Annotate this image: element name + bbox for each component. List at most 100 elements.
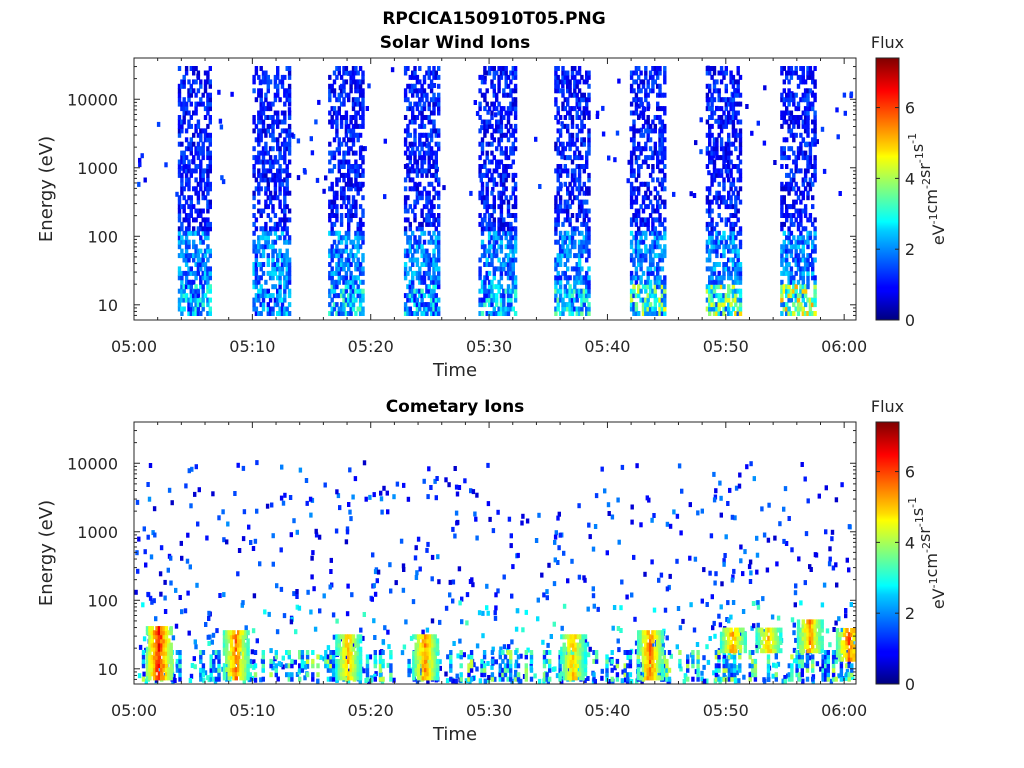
- heatmap-cell: [180, 275, 184, 281]
- heatmap-cell: [511, 172, 515, 178]
- heatmap-cell: [782, 146, 786, 152]
- heatmap-cell: [813, 230, 817, 236]
- heatmap-cell: [429, 279, 434, 285]
- heatmap-cell: [743, 549, 747, 555]
- heatmap-cell: [261, 177, 266, 183]
- heatmap-cell: [629, 204, 634, 210]
- heatmap-cell: [193, 639, 197, 645]
- heatmap-cell: [665, 521, 670, 527]
- heatmap-cell: [710, 159, 714, 165]
- heatmap-cell: [330, 257, 334, 263]
- heatmap-cell: [177, 288, 182, 294]
- heatmap-cell: [403, 115, 408, 120]
- heatmap-cell: [787, 172, 791, 178]
- heatmap-cell: [373, 591, 378, 597]
- heatmap-cell: [736, 70, 740, 76]
- heatmap-cell: [283, 115, 287, 120]
- heatmap-cell: [558, 150, 563, 156]
- heatmap-cell: [184, 168, 189, 174]
- heatmap-cell: [339, 306, 344, 312]
- heatmap-cell: [280, 270, 285, 276]
- heatmap-cell: [632, 119, 636, 125]
- heatmap-cell: [700, 670, 704, 676]
- heatmap-cell: [339, 311, 344, 316]
- heatmap-cell: [799, 146, 803, 152]
- heatmap-cell: [264, 177, 268, 183]
- heatmap-cell: [361, 146, 365, 152]
- heatmap-cell: [342, 266, 346, 272]
- heatmap-cell: [499, 74, 504, 80]
- heatmap-cell: [639, 88, 643, 94]
- heatmap-cell: [420, 172, 424, 178]
- heatmap-cell: [634, 101, 639, 107]
- heatmap-cell: [641, 297, 646, 303]
- heatmap-cell: [201, 257, 205, 263]
- heatmap-cell: [356, 257, 360, 263]
- heatmap-cell: [573, 284, 577, 290]
- heatmap-cell: [427, 164, 431, 169]
- heatmap-cell: [660, 221, 665, 227]
- heatmap-cell: [420, 244, 424, 250]
- heatmap-cell: [713, 580, 717, 586]
- heatmap-cell: [580, 275, 584, 281]
- heatmap-cell: [789, 204, 794, 210]
- heatmap-cell: [199, 168, 203, 174]
- heatmap-cell: [587, 115, 591, 120]
- heatmap-cell: [799, 66, 803, 71]
- heatmap-cell: [490, 288, 494, 294]
- heatmap-cell: [653, 235, 657, 241]
- heatmap-cell: [787, 79, 791, 85]
- heatmap-cell: [789, 311, 794, 316]
- heatmap-cell: [276, 172, 280, 178]
- heatmap-cell: [314, 119, 318, 125]
- heatmap-cell: [653, 123, 657, 129]
- heatmap-cell: [271, 226, 275, 232]
- heatmap-cell: [724, 155, 728, 161]
- heatmap-cell: [796, 101, 801, 107]
- heatmap-cell: [432, 164, 436, 169]
- heatmap-cell: [351, 306, 356, 312]
- heatmap-cell: [499, 646, 503, 652]
- heatmap-cell: [180, 288, 184, 294]
- heatmap-cell: [727, 266, 731, 272]
- heatmap-cell: [205, 535, 209, 541]
- heatmap-cell: [782, 115, 786, 120]
- heatmap-cell: [259, 110, 263, 116]
- heatmap-cell: [257, 137, 261, 143]
- heatmap-cell: [724, 534, 728, 540]
- heatmap-cell: [201, 92, 205, 98]
- heatmap-cell: [587, 239, 591, 245]
- heatmap-cell: [663, 297, 667, 303]
- heatmap-cell: [509, 88, 513, 94]
- heatmap-cell: [254, 248, 259, 254]
- heatmap-cell: [719, 123, 724, 129]
- heatmap-cell: [634, 266, 639, 272]
- heatmap-cell: [437, 279, 441, 285]
- heatmap-cell: [796, 168, 801, 174]
- heatmap-cell: [261, 302, 266, 308]
- heatmap-cell: [180, 235, 184, 241]
- heatmap-cell: [499, 239, 504, 245]
- heatmap-cell: [573, 106, 577, 112]
- heatmap-cell: [199, 97, 203, 103]
- heatmap-cell: [432, 213, 436, 218]
- heatmap-cell: [295, 672, 300, 677]
- heatmap-cell: [646, 155, 650, 161]
- heatmap-cell: [789, 70, 794, 76]
- heatmap-cell: [738, 146, 743, 152]
- heatmap-cell: [587, 146, 591, 152]
- heatmap-cell: [646, 306, 650, 312]
- heatmap-cell: [644, 195, 648, 201]
- heatmap-cell: [406, 83, 410, 89]
- heatmap-cell: [660, 235, 665, 241]
- heatmap-cell: [199, 297, 203, 303]
- heatmap-cell: [203, 128, 208, 134]
- heatmap-cell: [280, 266, 285, 272]
- heatmap-cell: [495, 70, 499, 76]
- heatmap-cell: [658, 213, 662, 218]
- heatmap-cell: [415, 164, 420, 169]
- heatmap-cell: [558, 297, 563, 303]
- heatmap-cell: [437, 213, 441, 218]
- heatmap-cell: [413, 119, 417, 125]
- heatmap-cell: [280, 262, 285, 267]
